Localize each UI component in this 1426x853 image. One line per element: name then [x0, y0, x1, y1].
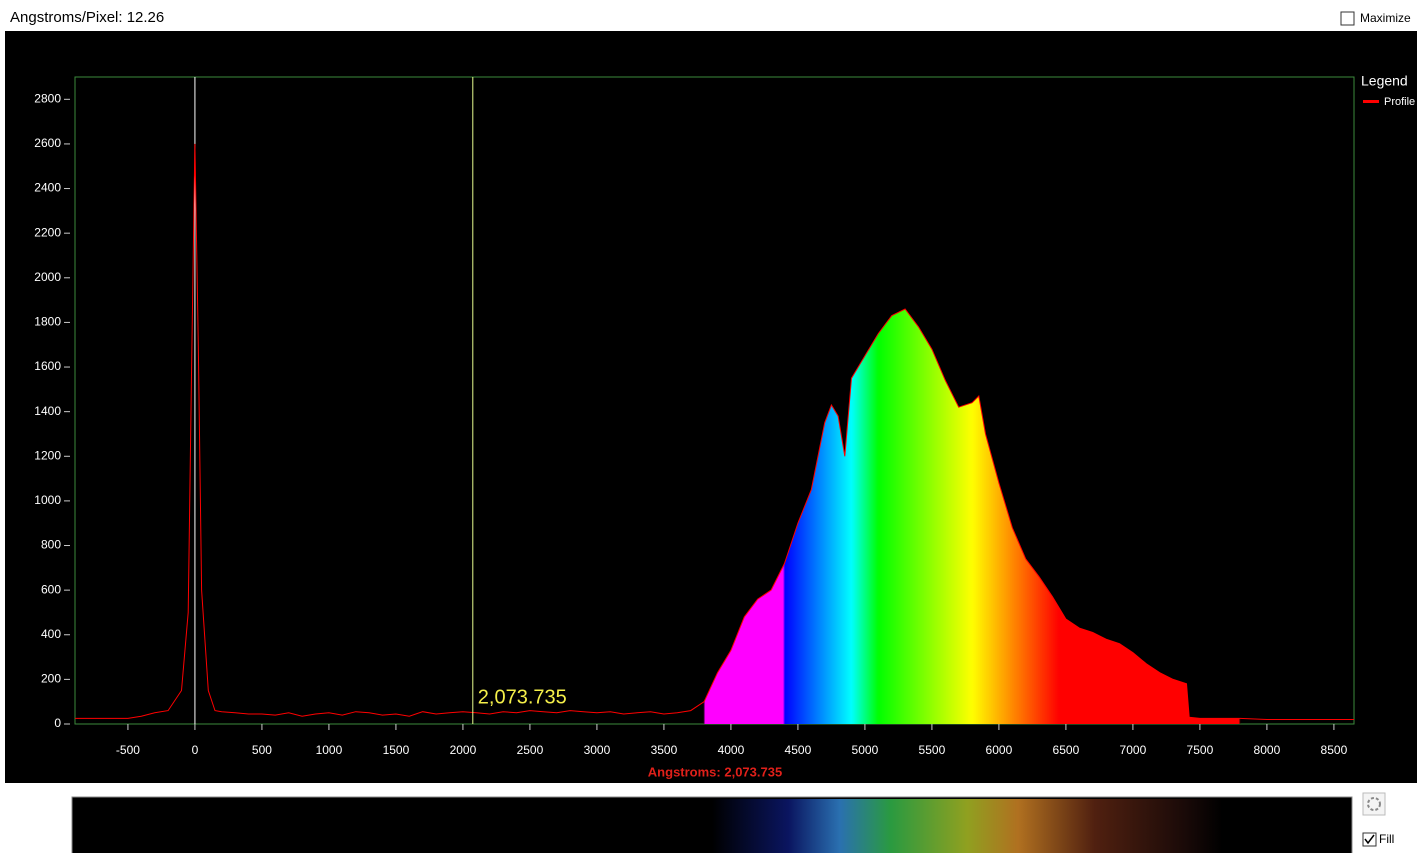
y-tick-label: 600	[41, 582, 61, 596]
y-tick-label: 0	[54, 716, 61, 730]
x-tick-label: 2000	[450, 743, 477, 757]
y-tick-label: 1000	[34, 493, 61, 507]
page: Angstroms/Pixel: 12.26 Maximize 0 200 400 6…	[0, 0, 1426, 853]
chart-area	[5, 31, 1417, 783]
x-tick-label: 4000	[718, 743, 745, 757]
y-tick-label: 1200	[34, 448, 61, 462]
header-title: Angstroms/Pixel: 12.26	[10, 9, 164, 26]
x-tick-label: 2500	[517, 743, 544, 757]
window: Angstroms/Pixel: 12.26 Maximize 0 200 400 6…	[0, 0, 1426, 853]
settings-button[interactable]	[1363, 793, 1385, 815]
y-tick-label: 2400	[34, 181, 61, 195]
legend-swatch	[1363, 100, 1379, 103]
y-tick-label: 200	[41, 672, 61, 686]
x-tick-label: 6500	[1053, 743, 1080, 757]
cursor-label: 2,073.735	[478, 686, 567, 708]
maximize-label[interactable]: Maximize	[1360, 11, 1411, 25]
x-tick-label: 5500	[919, 743, 946, 757]
x-axis-label: Angstroms: 2,073.735	[648, 764, 782, 779]
y-tick-label: 800	[41, 538, 61, 552]
legend-entry: Profile	[1384, 96, 1415, 108]
x-tick-label: 7000	[1120, 743, 1147, 757]
x-tick-label: 1000	[316, 743, 343, 757]
y-tick-label: 1400	[34, 404, 61, 418]
x-tick-label: 500	[252, 743, 272, 757]
y-tick-label: 1600	[34, 359, 61, 373]
x-tick-label: 0	[192, 743, 199, 757]
maximize-checkbox[interactable]	[1341, 12, 1354, 25]
x-tick-label: 5000	[852, 743, 879, 757]
y-tick-label: 1800	[34, 315, 61, 329]
x-tick-label: 1500	[383, 743, 410, 757]
y-tick-label: 2600	[34, 136, 61, 150]
x-tick-label: 6000	[986, 743, 1013, 757]
spectrum-image	[74, 799, 1350, 853]
x-tick-label: 3500	[651, 743, 678, 757]
x-tick-label: 4500	[785, 743, 812, 757]
x-tick-label: 8500	[1321, 743, 1348, 757]
legend-title: Legend	[1361, 73, 1408, 89]
y-tick-label: 2800	[34, 91, 61, 105]
y-tick-label: 400	[41, 627, 61, 641]
x-tick-label: 3000	[584, 743, 611, 757]
y-tick-label: 2000	[34, 270, 61, 284]
x-tick-label: 8000	[1254, 743, 1281, 757]
fill-label[interactable]: Fill	[1379, 832, 1394, 846]
x-tick-label: 7500	[1187, 743, 1214, 757]
x-tick-label: -500	[116, 743, 140, 757]
y-tick-label: 2200	[34, 225, 61, 239]
